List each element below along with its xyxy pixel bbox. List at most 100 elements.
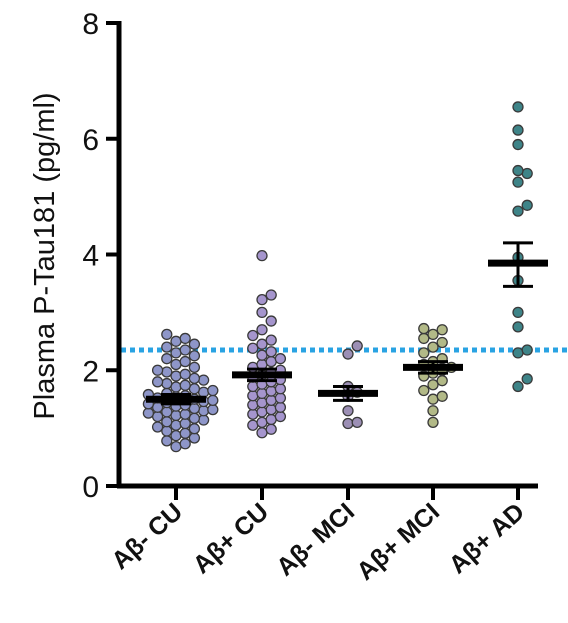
data-point bbox=[512, 176, 524, 188]
data-point bbox=[197, 374, 210, 386]
data-point bbox=[512, 380, 524, 393]
data-point bbox=[512, 101, 524, 113]
data-point bbox=[247, 399, 259, 411]
data-point bbox=[170, 419, 182, 431]
data-point bbox=[265, 315, 277, 327]
data-point bbox=[179, 332, 191, 345]
x-tick-label: Aβ- CU bbox=[106, 498, 188, 575]
data-point bbox=[265, 346, 277, 358]
data-point bbox=[179, 417, 191, 430]
data-point bbox=[247, 390, 259, 402]
data-point bbox=[207, 384, 219, 397]
data-point bbox=[256, 338, 268, 350]
data-point bbox=[512, 306, 524, 319]
data-point bbox=[151, 421, 164, 433]
data-point bbox=[188, 412, 201, 424]
data-point bbox=[179, 379, 191, 391]
data-point bbox=[512, 124, 524, 136]
data-point bbox=[161, 406, 173, 418]
y-tick-label: 6 bbox=[82, 124, 99, 157]
data-point bbox=[161, 416, 173, 428]
data-point bbox=[247, 342, 259, 354]
data-point bbox=[161, 341, 173, 353]
data-point bbox=[161, 377, 173, 390]
data-point bbox=[265, 355, 277, 368]
data-point bbox=[179, 438, 191, 450]
data-point bbox=[188, 383, 201, 395]
data-point bbox=[274, 410, 287, 423]
y-tick-label: 8 bbox=[82, 8, 99, 41]
x-tick-label: Aβ+ AD bbox=[444, 498, 530, 580]
data-point bbox=[247, 329, 259, 342]
x-tick-label: Aβ+ MCI bbox=[351, 498, 445, 586]
data-point bbox=[179, 368, 191, 380]
data-point bbox=[512, 205, 524, 217]
data-point bbox=[265, 334, 277, 346]
data-point bbox=[161, 353, 173, 365]
data-point bbox=[418, 332, 430, 345]
data-point bbox=[427, 405, 439, 417]
data-point bbox=[161, 425, 173, 437]
data-point bbox=[342, 417, 354, 430]
data-point bbox=[170, 370, 182, 382]
data-point bbox=[247, 408, 259, 420]
y-tick-label: 0 bbox=[82, 471, 99, 504]
data-point bbox=[427, 341, 439, 353]
data-point bbox=[188, 372, 201, 385]
data-point bbox=[342, 348, 354, 360]
data-point bbox=[427, 416, 439, 428]
data-point bbox=[188, 423, 201, 435]
data-point bbox=[256, 416, 268, 428]
data-point bbox=[256, 427, 268, 439]
data-point bbox=[436, 324, 448, 336]
data-point bbox=[188, 350, 201, 362]
data-point bbox=[256, 349, 268, 361]
data-point bbox=[170, 440, 182, 453]
data-point bbox=[197, 414, 210, 426]
data-point bbox=[179, 344, 191, 356]
data-point bbox=[265, 385, 277, 397]
data-point bbox=[256, 387, 268, 400]
data-point bbox=[512, 347, 524, 359]
data-point bbox=[170, 347, 182, 359]
data-point bbox=[170, 429, 182, 442]
data-point bbox=[342, 405, 354, 417]
data-point bbox=[247, 361, 259, 374]
data-point bbox=[265, 403, 277, 416]
data-point bbox=[265, 394, 277, 406]
data-point bbox=[351, 340, 363, 352]
data-point bbox=[207, 403, 219, 416]
data-point bbox=[256, 397, 268, 409]
data-point bbox=[256, 324, 268, 336]
data-point bbox=[256, 306, 268, 319]
data-point bbox=[161, 435, 173, 447]
y-axis-title: Plasma P-Tau181 (pg/ml) bbox=[29, 92, 61, 419]
data-point bbox=[179, 427, 191, 439]
data-point bbox=[170, 335, 182, 347]
data-point bbox=[170, 409, 182, 422]
y-tick-label: 4 bbox=[82, 240, 99, 273]
data-point bbox=[521, 344, 533, 356]
data-point bbox=[274, 383, 287, 395]
data-point bbox=[351, 416, 363, 428]
data-point bbox=[151, 410, 164, 423]
data-point bbox=[247, 380, 259, 393]
y-tick-label: 2 bbox=[82, 355, 99, 388]
data-point bbox=[512, 164, 524, 177]
data-point bbox=[161, 366, 173, 378]
data-point bbox=[161, 328, 173, 341]
data-point bbox=[179, 355, 191, 368]
data-point bbox=[197, 405, 210, 417]
data-point bbox=[418, 347, 430, 359]
data-point bbox=[151, 364, 164, 376]
data-point bbox=[418, 384, 430, 397]
data-point bbox=[170, 381, 182, 393]
data-point bbox=[265, 413, 277, 426]
data-point bbox=[188, 361, 201, 374]
data-point bbox=[256, 293, 268, 306]
data-point bbox=[521, 167, 533, 180]
data-point bbox=[188, 338, 201, 350]
data-point bbox=[521, 373, 533, 385]
data-point bbox=[247, 419, 259, 431]
